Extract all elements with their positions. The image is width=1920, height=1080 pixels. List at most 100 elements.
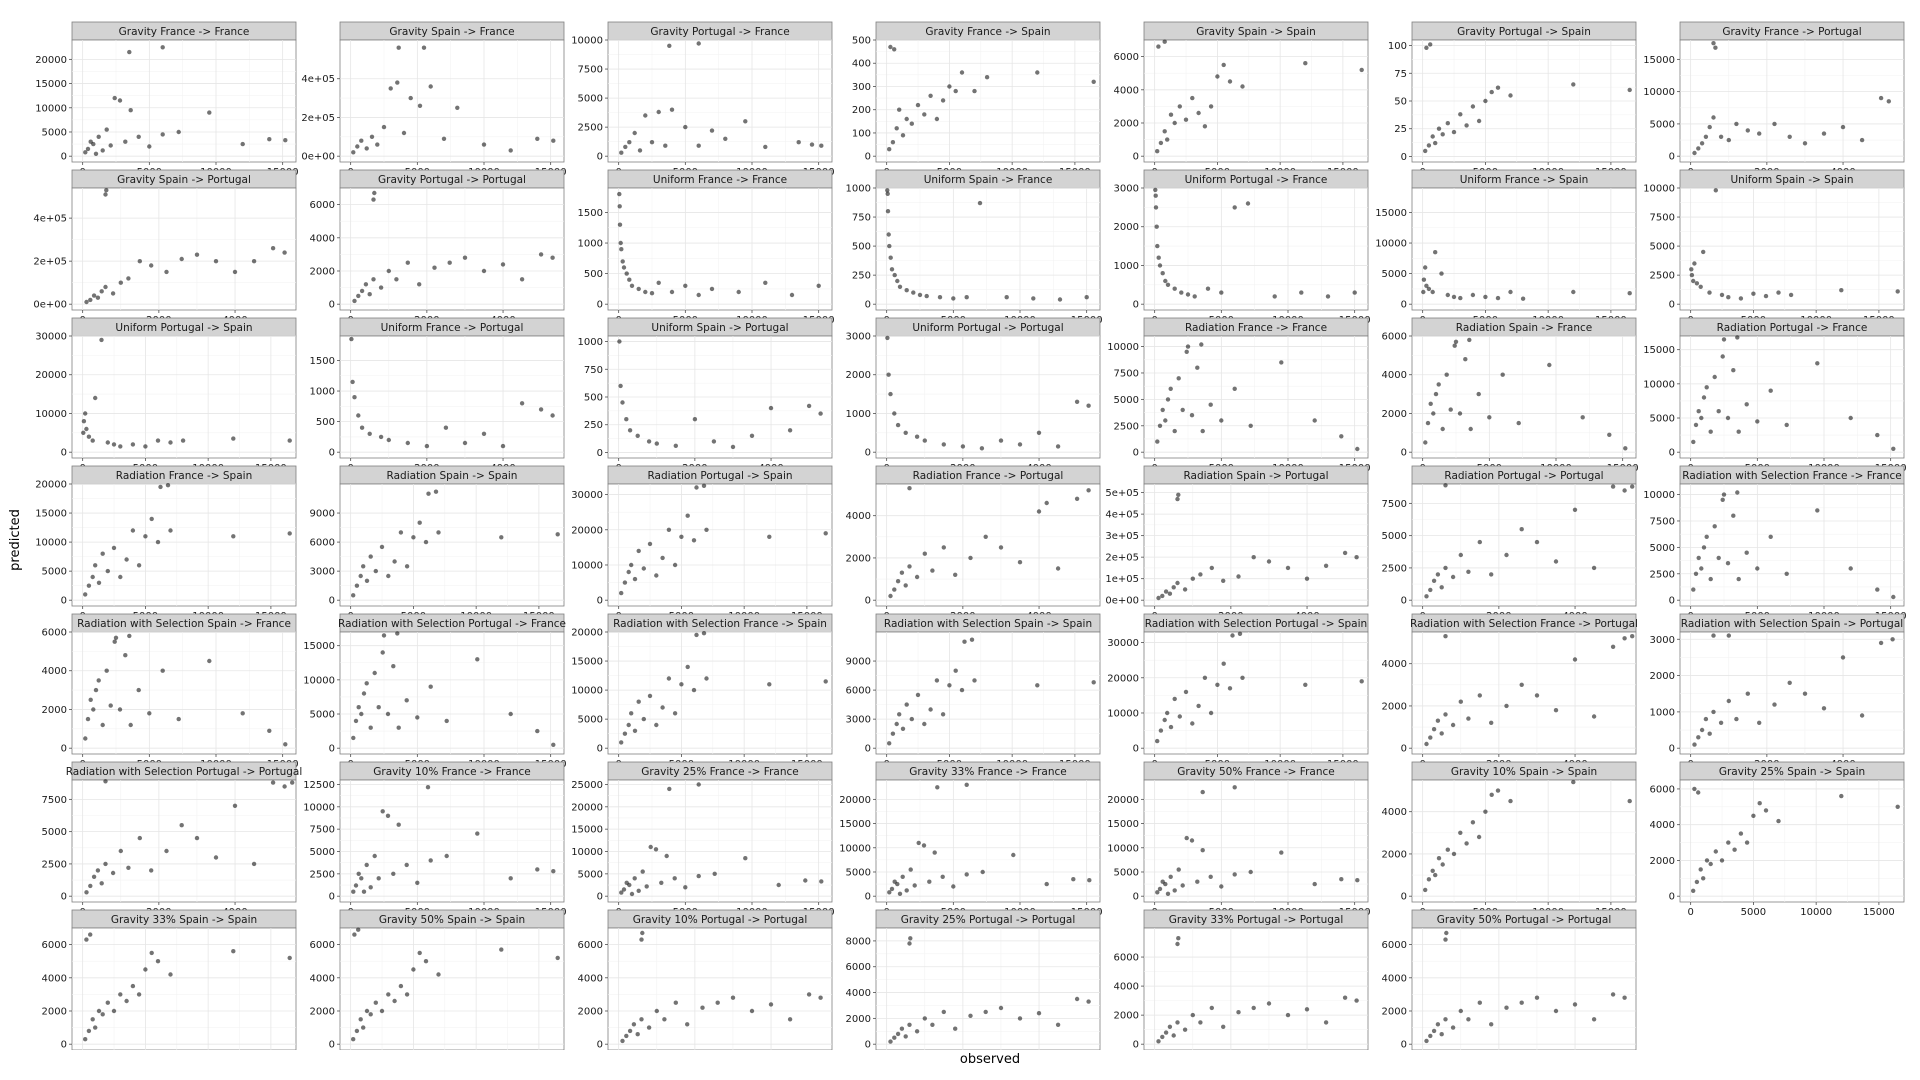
y-tick-label: 6000 <box>1114 953 1139 964</box>
y-tick-label: 2e+05 <box>301 113 335 124</box>
y-tick-label: 15000 <box>1643 55 1675 66</box>
data-point <box>1622 488 1627 493</box>
y-tick-label: 0 <box>865 300 871 311</box>
data-point <box>892 272 897 278</box>
data-point <box>1436 126 1442 131</box>
data-point <box>1155 439 1160 444</box>
data-point <box>99 337 104 343</box>
data-point <box>1451 294 1457 300</box>
panel-background <box>1411 927 1637 1051</box>
data-point <box>1232 205 1237 210</box>
data-point <box>617 191 622 197</box>
data-point <box>1200 848 1205 853</box>
y-tick-label: 0 <box>61 152 67 163</box>
data-point <box>93 1025 98 1030</box>
data-point <box>1227 79 1233 84</box>
data-point <box>1466 716 1471 721</box>
data-point <box>629 283 635 288</box>
data-point <box>1160 407 1165 413</box>
y-tick-label: 5000 <box>42 127 67 138</box>
data-point <box>1708 429 1713 434</box>
facet-panel: Gravity Portugal -> France05000100001500… <box>571 21 835 178</box>
data-point <box>88 883 93 889</box>
data-point <box>924 293 929 299</box>
y-tick-label: 0 <box>61 448 67 459</box>
data-point <box>694 632 699 638</box>
data-point <box>1158 140 1164 146</box>
data-point <box>1439 731 1444 736</box>
data-point <box>126 865 131 870</box>
data-point <box>1084 295 1089 300</box>
data-point <box>1768 534 1773 539</box>
data-point <box>1720 354 1725 359</box>
data-point <box>550 255 555 260</box>
data-point <box>1622 636 1627 641</box>
data-point <box>1708 576 1713 582</box>
data-point <box>84 937 89 942</box>
data-point <box>624 271 629 276</box>
data-point <box>1553 1008 1559 1014</box>
data-point <box>947 683 952 688</box>
data-point <box>819 879 824 884</box>
data-point <box>1156 255 1161 260</box>
data-point <box>892 411 897 416</box>
data-point <box>1180 883 1185 888</box>
data-point <box>1453 339 1459 344</box>
y-tick-label: 0 <box>61 744 67 755</box>
data-point <box>164 269 169 275</box>
y-tick-label: 4000 <box>1650 820 1675 831</box>
data-point <box>93 395 98 401</box>
data-point <box>1630 484 1635 489</box>
data-point <box>1450 1025 1456 1030</box>
data-point <box>251 259 257 264</box>
data-point <box>455 105 460 111</box>
data-point <box>1430 134 1435 139</box>
data-point <box>104 127 109 132</box>
data-point <box>417 282 422 287</box>
data-point <box>899 1026 905 1031</box>
data-point <box>1171 1033 1176 1038</box>
data-point <box>1470 820 1476 825</box>
data-point <box>1627 87 1632 93</box>
facet-title: Radiation with Selection Spain -> Portug… <box>1681 618 1903 630</box>
y-tick-label: 5000 <box>1650 543 1675 554</box>
panel-background <box>1679 631 1905 755</box>
y-tick-label: 2500 <box>1650 569 1675 580</box>
data-point <box>1155 149 1160 154</box>
data-point <box>1463 357 1468 362</box>
data-point <box>356 871 361 876</box>
y-tick-label: 4000 <box>310 973 335 984</box>
data-point <box>909 121 914 126</box>
data-point <box>351 150 356 155</box>
data-point <box>1430 289 1435 295</box>
data-point <box>885 335 890 341</box>
data-point <box>1163 1030 1169 1035</box>
data-point <box>1279 360 1284 365</box>
facet-title: Uniform Spain -> Portugal <box>651 322 788 334</box>
data-point <box>1495 788 1501 793</box>
data-point <box>391 871 396 876</box>
y-tick-label: 7500 <box>1382 499 1407 510</box>
data-point <box>908 936 913 941</box>
y-tick-label: 0 <box>1401 1040 1407 1050</box>
data-point <box>1200 789 1205 795</box>
data-point <box>1167 591 1173 596</box>
data-point <box>1304 576 1310 581</box>
data-point <box>1694 879 1700 885</box>
data-point <box>1691 587 1696 592</box>
data-point <box>1175 941 1180 947</box>
data-point <box>1251 1005 1256 1011</box>
data-point <box>900 726 906 731</box>
data-point <box>1162 39 1167 44</box>
data-point <box>621 265 627 270</box>
data-point <box>1198 1020 1203 1025</box>
data-point <box>1572 1002 1578 1007</box>
data-point <box>164 848 169 854</box>
data-point <box>631 1022 637 1027</box>
facet-panel: Radiation France -> Portugal020004000020… <box>846 465 1101 622</box>
data-point <box>1693 422 1699 428</box>
y-tick-label: 5000 <box>1114 867 1139 878</box>
data-point <box>1768 388 1773 393</box>
data-point <box>349 336 354 342</box>
data-point <box>895 881 900 887</box>
